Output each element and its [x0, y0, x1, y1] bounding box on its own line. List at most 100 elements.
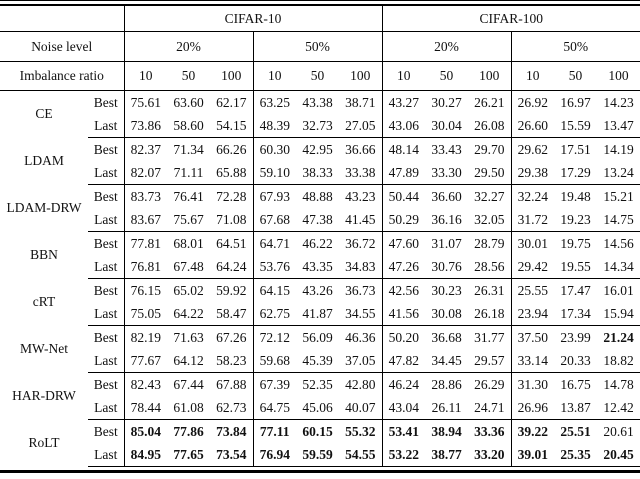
value-cell: 15.59 [554, 114, 598, 138]
value-cell: 33.14 [510, 349, 555, 373]
value-cell: 75.05 [123, 302, 167, 326]
value-cell: 82.37 [123, 137, 167, 161]
value-cell: 72.12 [252, 325, 296, 349]
value-cell: 24.71 [468, 396, 512, 420]
imbalance-ratio-cell: 10 [123, 61, 167, 91]
noise-level-cell: 50% [510, 31, 640, 62]
value-cell: 58.47 [210, 302, 253, 326]
value-cell: 43.04 [381, 396, 426, 420]
value-cell: 55.32 [345, 423, 376, 439]
value-cell: 36.60 [431, 188, 462, 204]
value-cell: 29.62 [510, 137, 555, 161]
value-cell: 43.23 [345, 188, 376, 204]
value-cell: 18.82 [597, 349, 640, 373]
value-cell: 29.50 [468, 161, 512, 185]
value-cell: 63.60 [173, 94, 204, 110]
method-name-cell: RoLT [28, 435, 60, 450]
value-cell: 33.38 [339, 161, 383, 185]
value-cell: 59.68 [252, 349, 296, 373]
value-cell: 64.24 [210, 255, 253, 279]
value-cell: 46.22 [302, 235, 333, 251]
value-cell: 19.75 [560, 235, 591, 251]
imbalance-ratio-row: Imbalance ratio 10 50 100 10 50 100 10 50 100 10 50… [0, 61, 640, 91]
value-cell: 62.17 [216, 94, 247, 110]
value-cell: 38.77 [425, 443, 469, 467]
row-sublabel-cell: Best [93, 282, 118, 298]
value-cell: 17.29 [554, 161, 598, 185]
value-cell: 47.60 [381, 231, 426, 255]
value-cell: 67.26 [216, 329, 247, 345]
value-cell: 76.94 [252, 443, 296, 467]
value-cell: 26.31 [474, 282, 505, 298]
value-cell: 59.10 [252, 161, 296, 185]
value-cell: 21.24 [603, 329, 634, 345]
value-cell: 25.51 [560, 423, 591, 439]
method-name-cell: BBN [30, 247, 58, 262]
value-cell: 85.04 [123, 419, 167, 443]
value-cell: 47.38 [296, 208, 339, 232]
value-cell: 53.76 [252, 255, 296, 279]
table-body: CIFAR-10 CIFAR-100 Noise level 20% 50% 20% 50%… [0, 6, 640, 467]
method-last-row: Last 75.05 64.22 58.47 62.75 41.87 34.55 41.56 3… [0, 302, 640, 326]
value-cell: 71.11 [167, 161, 210, 185]
value-cell: 63.25 [252, 90, 296, 114]
value-cell: 42.80 [345, 376, 376, 392]
noise-level-row: Noise level 20% 50% 20% 50% [0, 31, 640, 62]
imbalance-ratio-cell: 100 [468, 61, 512, 91]
row-sublabel-cell: Last [88, 161, 124, 185]
value-cell: 43.26 [302, 282, 333, 298]
method-best-row: LDAM Best 82.37 71.34 66.26 60.30 42.95 36.66 48… [0, 137, 640, 168]
value-cell: 34.55 [339, 302, 383, 326]
method-best-row: MW-Net Best 82.19 71.63 67.26 72.12 56.09 46.36… [0, 325, 640, 356]
value-cell: 33.36 [474, 423, 505, 439]
value-cell: 38.71 [345, 94, 376, 110]
value-cell: 37.05 [339, 349, 383, 373]
value-cell: 54.15 [210, 114, 253, 138]
value-cell: 27.05 [339, 114, 383, 138]
value-cell: 42.95 [302, 141, 333, 157]
value-cell: 36.68 [431, 329, 462, 345]
value-cell: 30.04 [425, 114, 469, 138]
value-cell: 76.81 [123, 255, 167, 279]
value-cell: 15.21 [603, 188, 634, 204]
value-cell: 60.15 [302, 423, 333, 439]
value-cell: 68.01 [173, 235, 204, 251]
value-cell: 46.24 [381, 372, 426, 396]
value-cell: 36.72 [345, 235, 376, 251]
row-sublabel-cell: Best [93, 94, 118, 110]
value-cell: 46.36 [345, 329, 376, 345]
value-cell: 16.97 [560, 94, 591, 110]
value-cell: 64.22 [167, 302, 210, 326]
value-cell: 36.73 [345, 282, 376, 298]
imbalance-ratio-cell: 10 [252, 61, 296, 91]
value-cell: 13.87 [554, 396, 598, 420]
value-cell: 71.63 [173, 329, 204, 345]
value-cell: 20.61 [603, 423, 634, 439]
value-cell: 58.60 [167, 114, 210, 138]
method-last-row: Last 76.81 67.48 64.24 53.76 43.35 34.83 47.26 3… [0, 255, 640, 279]
value-cell: 43.27 [381, 90, 426, 114]
value-cell: 14.34 [597, 255, 640, 279]
value-cell: 23.94 [510, 302, 555, 326]
dataset-header-cell: CIFAR-100 [381, 6, 640, 32]
method-best-row: BBN Best 77.81 68.01 64.51 64.71 46.22 36.72 47.… [0, 231, 640, 262]
value-cell: 43.06 [381, 114, 426, 138]
value-cell: 71.34 [173, 141, 204, 157]
value-cell: 19.48 [560, 188, 591, 204]
method-last-row: Last 84.95 77.65 73.54 76.94 59.59 54.55 53.22 3… [0, 443, 640, 467]
value-cell: 71.08 [210, 208, 253, 232]
method-best-row: HAR-DRW Best 82.43 67.44 67.88 67.39 52.35 42.8… [0, 372, 640, 403]
value-cell: 73.54 [210, 443, 253, 467]
value-cell: 36.16 [425, 208, 469, 232]
value-cell: 26.18 [468, 302, 512, 326]
value-cell: 30.27 [431, 94, 462, 110]
imbalance-ratio-cell: 50 [425, 61, 469, 91]
corner-spacer-cell [0, 6, 124, 32]
value-cell: 17.34 [554, 302, 598, 326]
value-cell: 39.01 [510, 443, 555, 467]
value-cell: 65.88 [210, 161, 253, 185]
noise-level-cell: 50% [252, 31, 383, 62]
value-cell: 67.88 [216, 376, 247, 392]
noise-level-label: Noise level [0, 31, 124, 62]
value-cell: 34.45 [425, 349, 469, 373]
